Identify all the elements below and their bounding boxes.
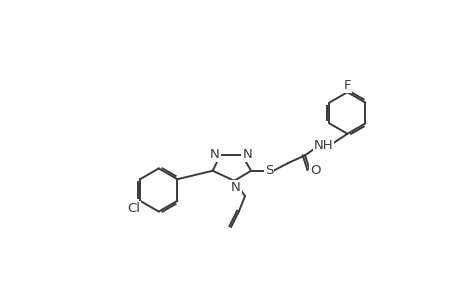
Text: F: F bbox=[343, 79, 350, 92]
Text: O: O bbox=[309, 164, 319, 177]
Text: N: N bbox=[230, 181, 240, 194]
Text: Cl: Cl bbox=[127, 202, 140, 215]
Text: N: N bbox=[210, 148, 219, 161]
Text: N: N bbox=[242, 148, 252, 161]
Text: NH: NH bbox=[313, 139, 333, 152]
Text: S: S bbox=[264, 164, 273, 177]
